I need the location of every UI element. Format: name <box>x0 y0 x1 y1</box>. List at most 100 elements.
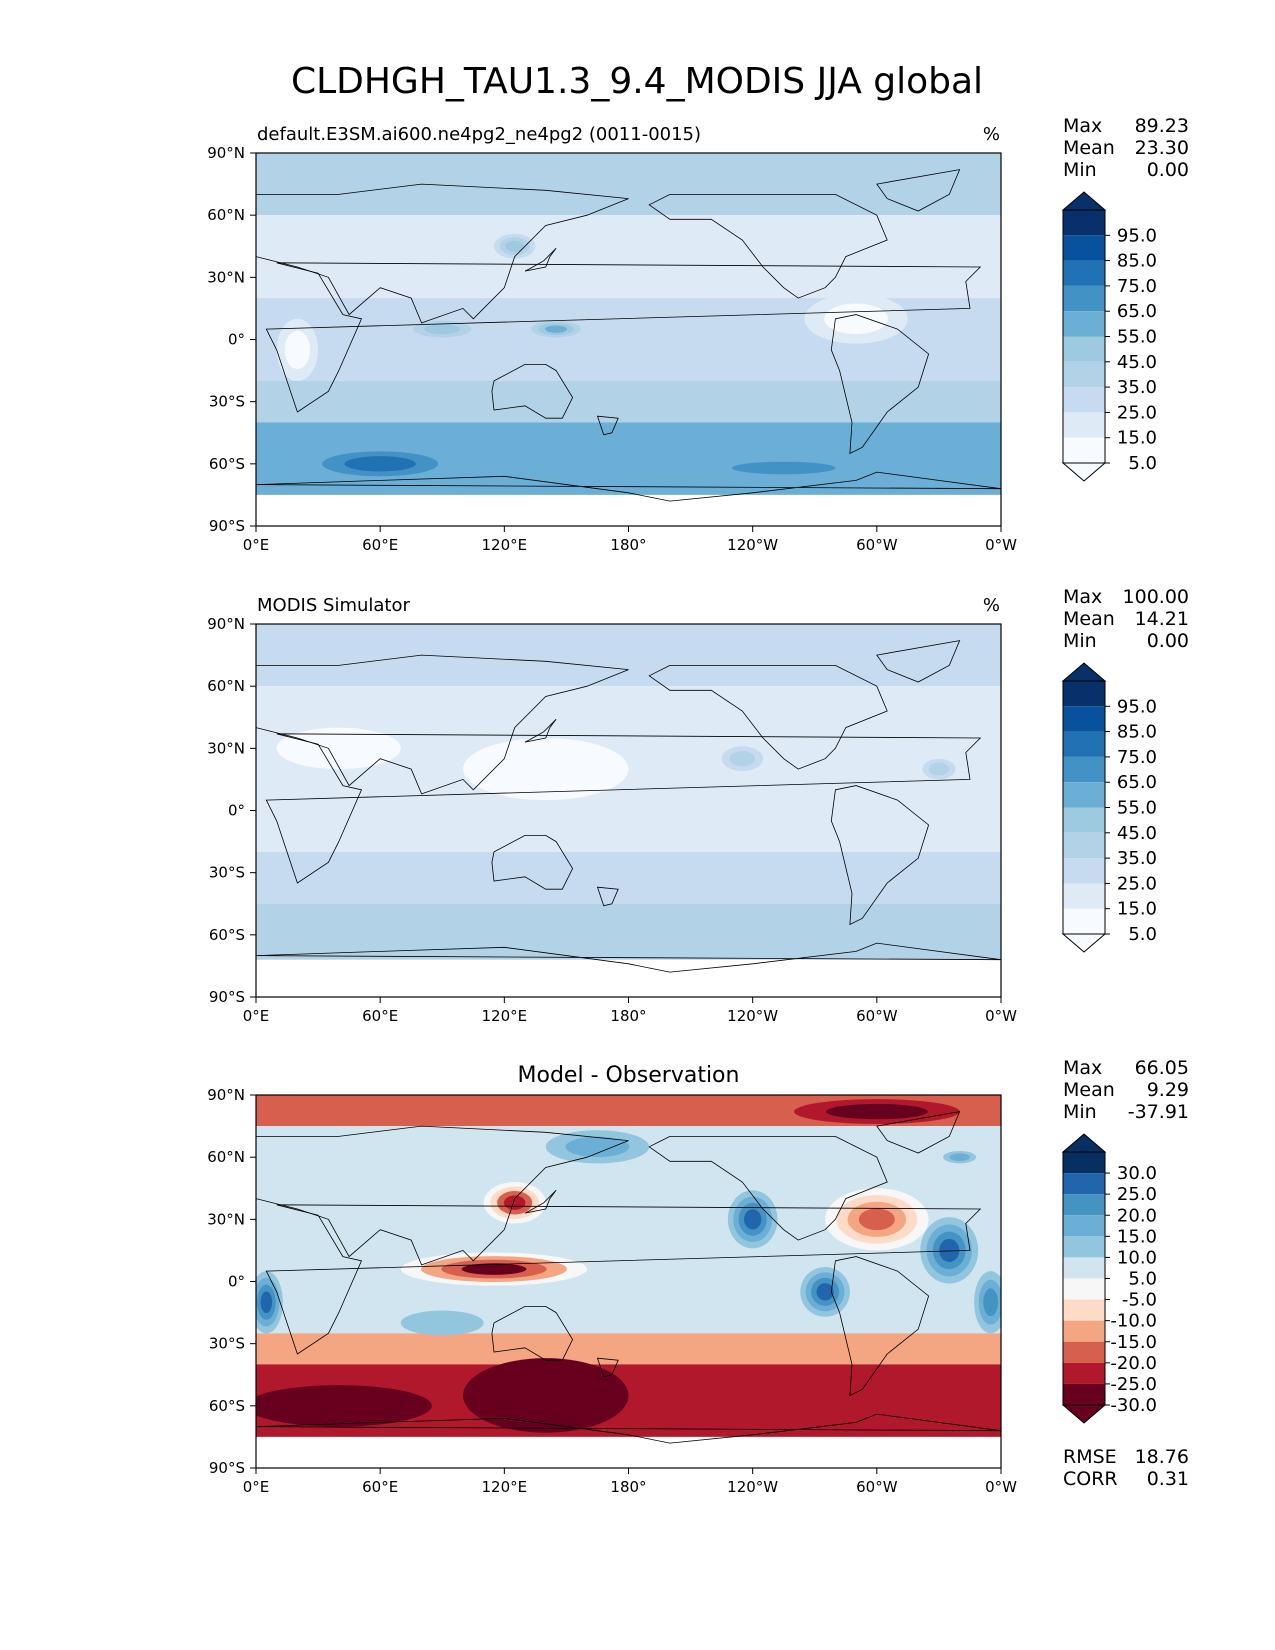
panel-left-title: default.E3SM.ai600.ne4pg2_ne4pg2 (0011-0… <box>257 124 701 145</box>
stat-value: -37.91 <box>1128 1101 1189 1123</box>
stat-value: 66.05 <box>1135 1057 1189 1079</box>
y-tick-label: 90°S <box>209 517 245 535</box>
colorbar-tick-label: 55.0 <box>1117 327 1157 348</box>
colorbar-tick-label: -30.0 <box>1110 1395 1157 1416</box>
stat-value: 89.23 <box>1135 115 1189 137</box>
field-anomaly <box>505 240 524 252</box>
x-tick-label: 60°E <box>362 536 398 554</box>
colorbar-segment <box>1063 412 1105 438</box>
colorbar-segment <box>1063 1257 1105 1279</box>
field-anomaly <box>400 1310 484 1336</box>
coastline <box>524 719 557 743</box>
y-tick-label: 90°S <box>209 1459 245 1477</box>
colorbar-segment <box>1063 210 1105 236</box>
coastline <box>648 194 888 299</box>
field-anomaly <box>928 762 950 776</box>
coastline <box>524 1190 557 1214</box>
stat-value: 100.00 <box>1123 586 1189 608</box>
panel-1: default.E3SM.ai600.ne4pg2_ne4pg2 (0011-0… <box>207 115 1189 554</box>
field-band <box>256 1333 1001 1365</box>
x-tick-label: 0°E <box>243 536 270 554</box>
no-data-region <box>256 959 1001 997</box>
stat-value: 0.00 <box>1147 630 1189 652</box>
field-anomaly <box>276 727 401 770</box>
coastline <box>830 314 930 455</box>
colorbar: 30.025.020.015.010.05.0-5.0-10.0-15.0-20… <box>1061 1133 1157 1424</box>
field-anomaly <box>825 1103 928 1120</box>
y-tick-label: 30°S <box>209 864 245 882</box>
colorbar-segment <box>1063 731 1105 757</box>
colorbar-segment <box>1063 1215 1105 1237</box>
coastline <box>265 1204 982 1355</box>
colorbar-segment <box>1063 1299 1105 1321</box>
coastline <box>256 183 629 324</box>
coastline <box>265 733 982 884</box>
coastline <box>648 665 888 770</box>
x-tick-label: 0°W <box>985 1007 1017 1025</box>
x-tick-label: 120°W <box>727 1007 778 1025</box>
field-anomaly <box>816 1283 834 1301</box>
figure-title: CLDHGH_TAU1.3_9.4_MODIS JJA global <box>291 61 983 102</box>
panel-3: Model - Observation 0°E 60°E 120°E 180° 120°W… <box>207 1057 1189 1496</box>
colorbar-segment <box>1063 807 1105 833</box>
y-tick-label: 30°N <box>207 1210 245 1228</box>
colorbar-segment <box>1063 681 1105 707</box>
y-tick-label: 60°S <box>209 1397 245 1415</box>
colorbar-segment <box>1063 1383 1105 1405</box>
y-tick-label: 90°N <box>207 144 245 162</box>
stat-value: 23.30 <box>1135 137 1189 159</box>
y-tick-label: 0° <box>228 331 245 349</box>
colorbar-tick-label: 20.0 <box>1117 1205 1157 1226</box>
field-anomaly <box>461 1263 527 1275</box>
colorbar-tick-label: 75.0 <box>1117 747 1157 768</box>
colorbar-segment <box>1063 1194 1105 1216</box>
x-tick-label: 120°E <box>482 1478 528 1496</box>
colorbar-tick-label: -5.0 <box>1122 1290 1157 1311</box>
panel-2: MODIS Simulator % 0°E 60°E 120°E 180° 120°W 60°… <box>207 586 1189 1025</box>
colorbar-tick-label: 5.0 <box>1128 1269 1157 1290</box>
colorbar-segment <box>1063 883 1105 909</box>
x-tick-label: 120°W <box>727 1478 778 1496</box>
colorbar-extend-max <box>1061 662 1107 682</box>
colorbar-segment <box>1063 1236 1105 1258</box>
colorbar-segment <box>1063 908 1105 934</box>
field-anomaly <box>545 325 568 333</box>
colorbar-segment <box>1063 361 1105 388</box>
stat-label: Max <box>1063 1057 1102 1079</box>
colorbar-tick-label: 75.0 <box>1117 276 1157 297</box>
coastline <box>256 1125 629 1266</box>
y-tick-label: 90°N <box>207 1086 245 1104</box>
colorbar-segment <box>1063 1341 1105 1363</box>
x-tick-label: 60°E <box>362 1007 398 1025</box>
x-tick-label: 180° <box>610 1478 646 1496</box>
x-tick-label: 60°W <box>856 536 898 554</box>
coastline <box>830 785 930 926</box>
y-tick-label: 30°S <box>209 1335 245 1353</box>
field-anomaly <box>503 1195 526 1210</box>
field-anomaly <box>565 1136 630 1158</box>
stat-label: CORR <box>1063 1468 1118 1490</box>
colorbar-segment <box>1063 311 1105 337</box>
coastline <box>256 654 629 795</box>
stat-label: Mean <box>1063 1079 1115 1101</box>
coastlines <box>256 169 1001 502</box>
colorbar-tick-label: -25.0 <box>1110 1374 1157 1395</box>
colorbar-segment <box>1063 1152 1105 1174</box>
colorbar-segment <box>1063 336 1105 362</box>
colorbar: 95.0 85.0 75.0 65.0 55.0 45.0 35.0 25.0 15.0 5.0 <box>1061 662 1157 953</box>
colorbar: 95.0 85.0 75.0 65.0 55.0 45.0 35.0 25.0 15.0 5.0 <box>1061 191 1157 482</box>
map-field <box>256 153 1001 526</box>
colorbar-tick-label: 95.0 <box>1117 696 1157 717</box>
x-tick-label: 60°E <box>362 1478 398 1496</box>
coastline <box>596 886 619 907</box>
stat-label: Min <box>1063 159 1097 181</box>
x-tick-label: 60°W <box>856 1007 898 1025</box>
coastline <box>265 262 982 413</box>
field-band <box>256 851 1001 904</box>
colorbar-segment <box>1063 1320 1105 1342</box>
no-data-region <box>256 494 1001 526</box>
x-tick-label: 180° <box>610 536 646 554</box>
y-tick-label: 60°N <box>207 206 245 224</box>
x-tick-label: 180° <box>610 1007 646 1025</box>
colorbar-tick-label: 85.0 <box>1117 251 1157 272</box>
